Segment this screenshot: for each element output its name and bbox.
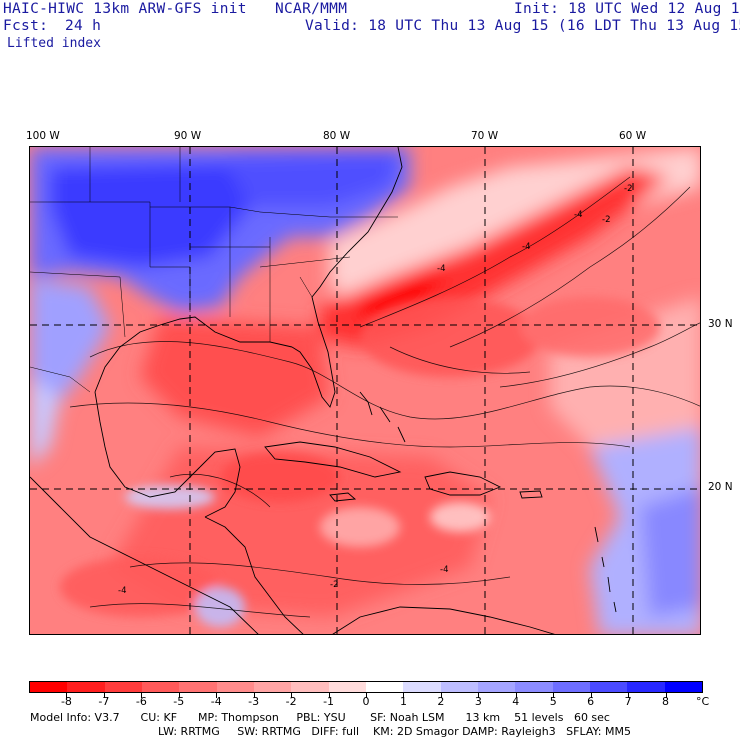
colorbar-tick-label: -6	[135, 695, 147, 708]
colorbar-tick-label: 8	[662, 695, 670, 708]
colorbar-tick-label: -3	[248, 695, 260, 708]
colorbar-tick-label: 7	[624, 695, 632, 708]
model-info-line1: Model Info: V3.7 CU: KF MP: Thompson PBL…	[30, 711, 610, 724]
colorbar-segment	[141, 682, 180, 692]
contour-label: -2	[602, 215, 610, 225]
colorbar-tick-label: 6	[587, 695, 595, 708]
colorbar-segment	[552, 682, 590, 692]
lon-label-100w: 100 W	[26, 130, 60, 142]
colorbar-tick-label: 5	[549, 695, 557, 708]
contour-label: -4	[574, 210, 582, 220]
valid-time: Valid: 18 UTC Thu 13 Aug 15 (16 LDT Thu …	[305, 18, 740, 34]
contour-label: -2	[624, 184, 632, 194]
coastlines	[30, 147, 617, 634]
colorbar-tick	[253, 693, 255, 698]
field-shading	[30, 147, 700, 634]
colorbar-segment	[589, 682, 628, 692]
colorbar-tick	[178, 693, 180, 698]
colorbar-tick	[366, 693, 367, 698]
colorbar-tick	[628, 693, 630, 698]
colorbar-segment	[440, 682, 478, 692]
colorbar-tick	[478, 693, 480, 698]
lon-label-80w: 80 W	[323, 130, 351, 142]
colorbar-tick-label: -1	[323, 695, 335, 708]
colorbar-tick-label: 0	[362, 695, 370, 708]
lon-label-90w: 90 W	[174, 130, 202, 142]
colorbar-tick	[141, 693, 143, 698]
contour-label: -4	[440, 565, 448, 575]
colorbar	[29, 681, 703, 693]
colorbar-segment	[179, 682, 217, 692]
colorbar-tick-label: 3	[474, 695, 482, 708]
colorbar-segment	[403, 682, 441, 692]
contour-label: -4	[118, 586, 126, 596]
colorbar-ticks	[29, 693, 703, 699]
colorbar-unit: °C	[696, 695, 710, 708]
colorbar-tick	[103, 693, 105, 698]
org-label: NCAR/MMM	[275, 1, 348, 17]
colorbar-segment	[365, 682, 404, 692]
lon-label-70w: 70 W	[471, 130, 499, 142]
colorbar-segment	[477, 682, 516, 692]
colorbar-tick	[590, 693, 592, 698]
contour-label: -4	[522, 242, 530, 252]
contour-label: -2	[330, 580, 338, 590]
colorbar-tick	[66, 693, 68, 698]
colorbar-segment	[216, 682, 254, 692]
init-time: Init: 18 UTC Wed 12 Aug 15	[514, 1, 740, 17]
colorbar-segment	[664, 682, 702, 692]
colorbar-tick	[665, 693, 667, 698]
colorbar-segment	[30, 682, 68, 692]
fcst-value: 24 h	[65, 18, 102, 34]
colorbar-tick	[440, 693, 442, 698]
colorbar-tick	[291, 693, 293, 698]
field-name: Lifted index	[7, 36, 101, 51]
colorbar-segment	[627, 682, 665, 692]
colorbar-tick	[403, 693, 405, 698]
colorbar-segment	[328, 682, 366, 692]
colorbar-tick-label: 2	[437, 695, 445, 708]
colorbar-tick-label: -5	[173, 695, 185, 708]
colorbar-tick-label: -4	[210, 695, 222, 708]
colorbar-segment	[104, 682, 142, 692]
model-info-line2: LW: RRTMG SW: RRTMG DIFF: full KM: 2D Sm…	[158, 725, 631, 738]
lat-label-30n: 30 N	[708, 318, 733, 330]
fcst-label: Fcst:	[3, 18, 49, 34]
colorbar-tick-label: 4	[512, 695, 520, 708]
colorbar-segment	[253, 682, 292, 692]
colorbar-tick	[216, 693, 218, 698]
model-title: HAIC-HIWC 13km ARW-GFS init	[3, 1, 247, 17]
contour-labels: -2 -4 -2 -4 -4 -4 -2 -4	[118, 184, 632, 596]
colorbar-tick-label: 1	[399, 695, 407, 708]
lifted-index-map: -2 -4 -2 -4 -4 -4 -2 -4	[29, 146, 701, 635]
colorbar-tick	[328, 693, 330, 698]
colorbar-tick-label: -8	[60, 695, 72, 708]
colorbar-segment	[67, 682, 105, 692]
lat-label-20n: 20 N	[708, 481, 733, 493]
graticule	[30, 147, 700, 634]
colorbar-segment	[291, 682, 329, 692]
lon-label-60w: 60 W	[619, 130, 647, 142]
colorbar-tick	[515, 693, 517, 698]
colorbar-tick-label: -7	[98, 695, 110, 708]
contour-label: -4	[437, 264, 445, 274]
colorbar-tick-label: -2	[285, 695, 297, 708]
colorbar-tick	[553, 693, 555, 698]
li-contours	[69, 176, 700, 618]
colorbar-segment	[515, 682, 553, 692]
